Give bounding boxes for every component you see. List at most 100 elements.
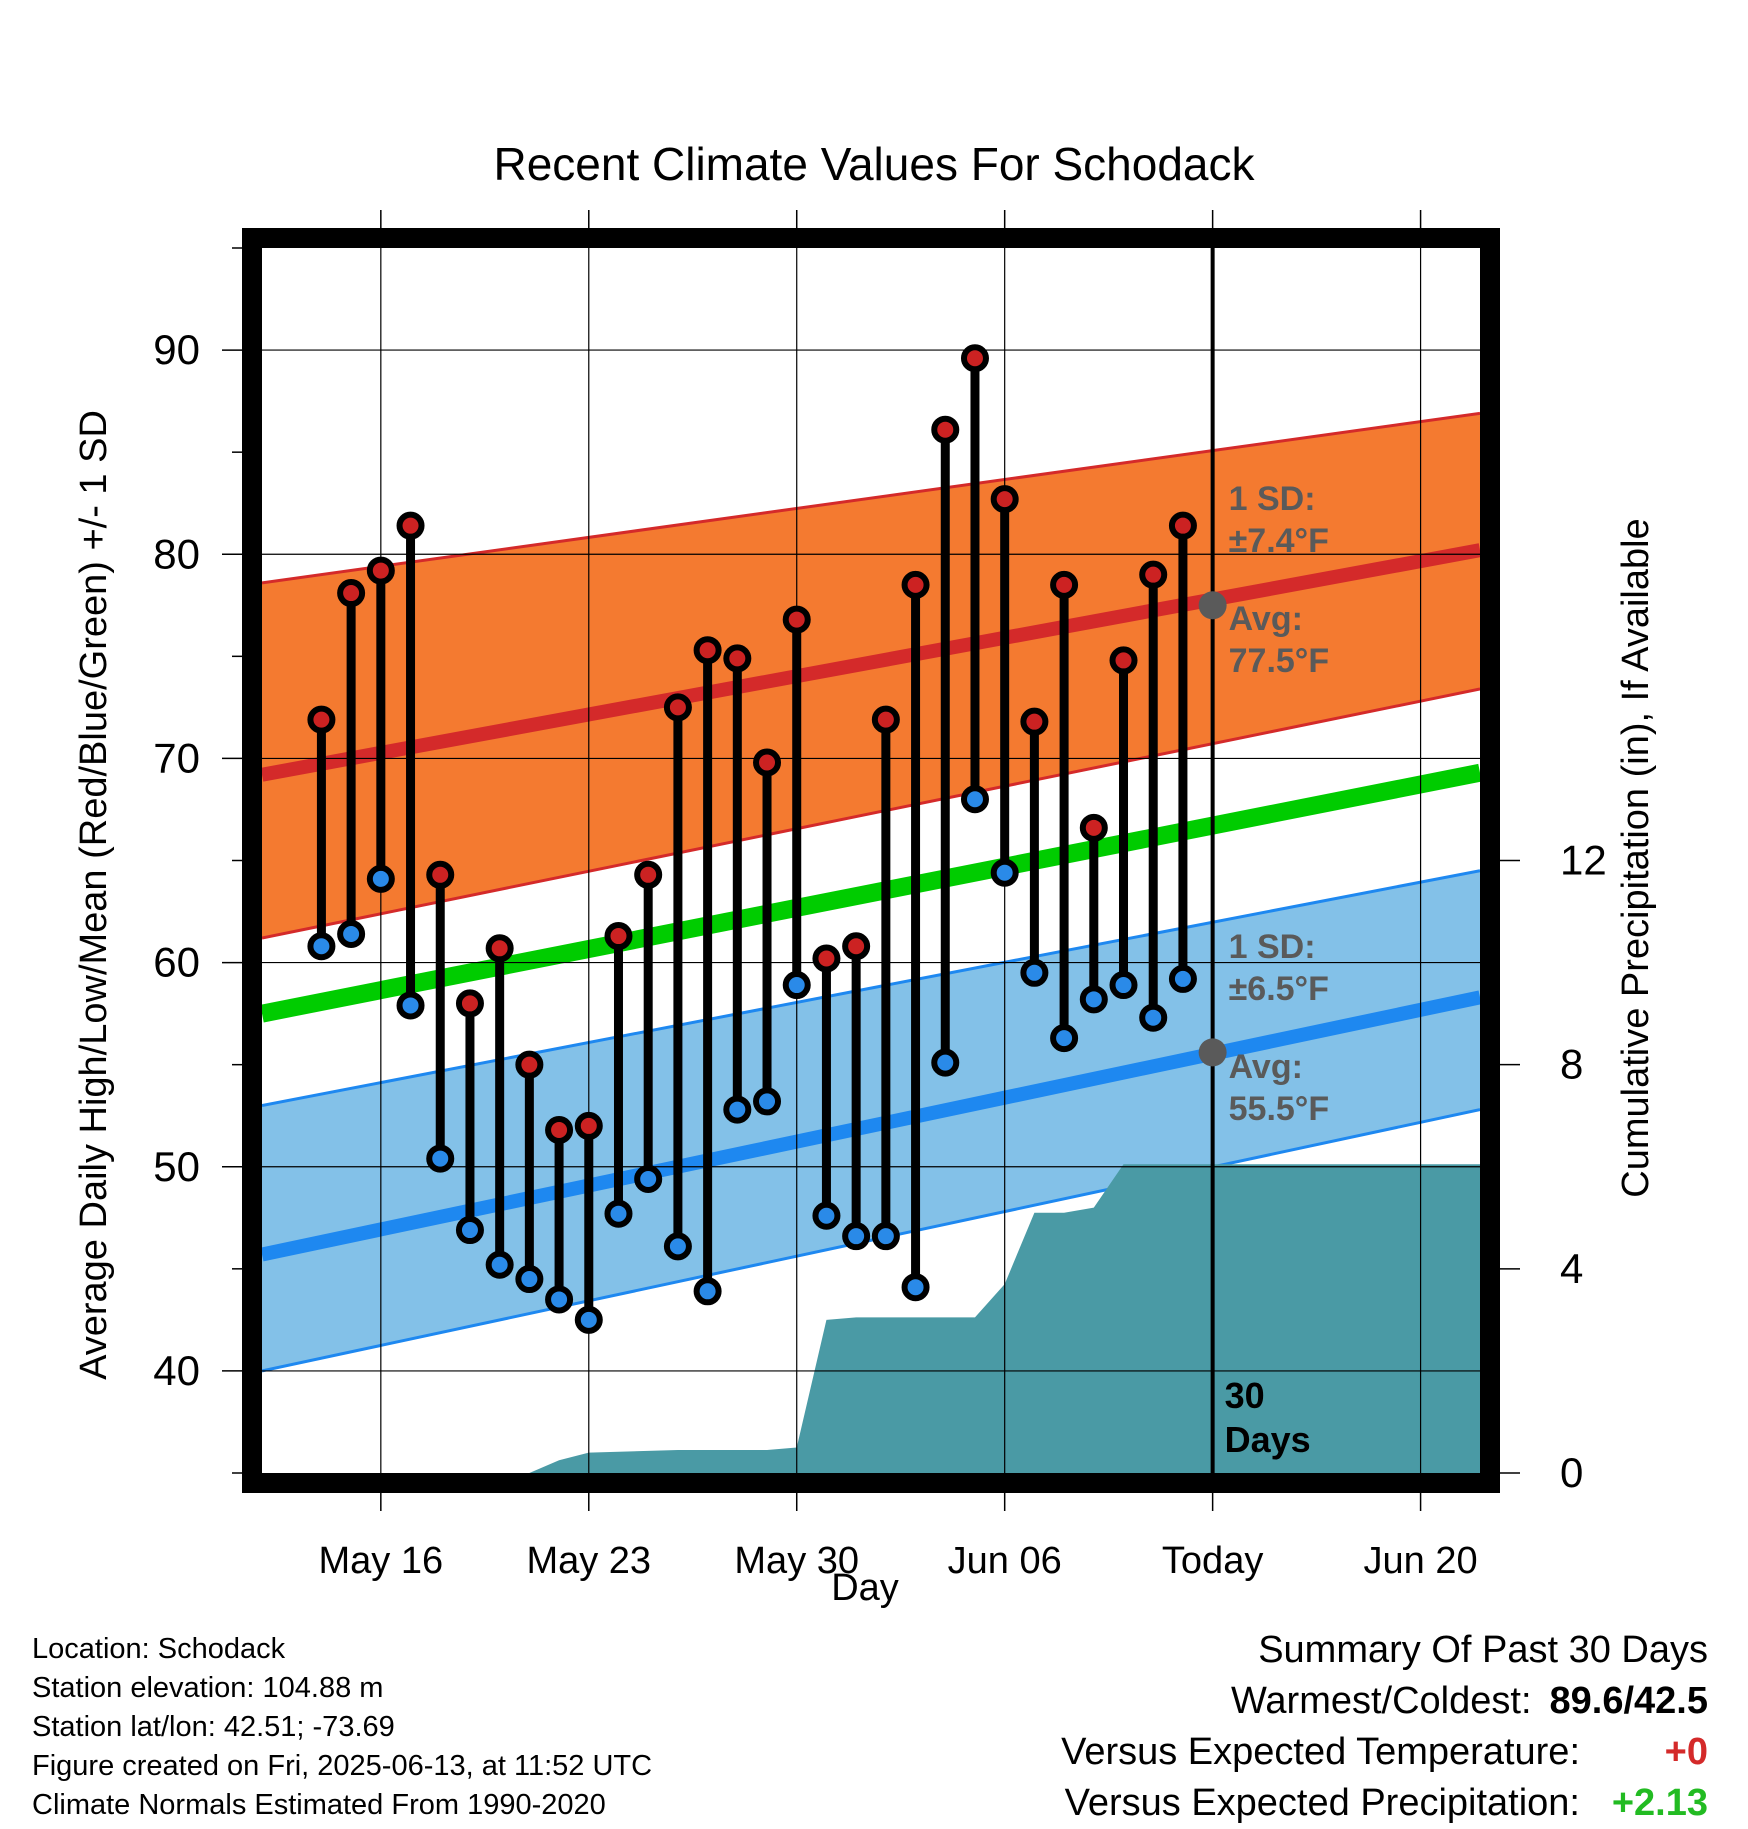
low-temp-point — [842, 1222, 871, 1251]
low-temp-point — [396, 991, 425, 1020]
y-tick-label: 60 — [153, 939, 200, 986]
high-avg-today-dot — [1198, 591, 1227, 620]
y-tick-label: 90 — [153, 326, 200, 373]
high-temp-point — [545, 1116, 574, 1144]
high-temp-point — [574, 1111, 603, 1140]
summary-panel: Summary Of Past 30 Days Warmest/Coldest:… — [1061, 1625, 1708, 1829]
plot-inner: 1 SD: ±7.4°F Avg: 77.5°F 1 SD: ±6.5°F Avg: 55.5… — [262, 248, 1480, 1473]
warmest-coldest-value: 89.6/42.5 — [1549, 1680, 1708, 1722]
low-temp-point — [574, 1305, 603, 1334]
high-sd-band — [262, 413, 1480, 939]
low-sd-band-upper-edge — [262, 869, 1480, 1107]
low-temp-point — [1168, 964, 1197, 993]
x-tick-label: May 30 — [734, 1540, 859, 1582]
low-temp-point — [1109, 971, 1138, 1000]
high-average-line — [262, 543, 1480, 782]
y-tick-label: 80 — [153, 530, 200, 577]
y2-tick-label: 8 — [1560, 1041, 1583, 1088]
x-tick-label: May 16 — [319, 1540, 444, 1582]
y2-tick-label: 0 — [1560, 1449, 1583, 1496]
low-temp-point — [634, 1165, 663, 1193]
low-temp-point — [990, 858, 1019, 887]
high-temp-point — [990, 485, 1019, 514]
y2-tick-label: 4 — [1560, 1245, 1583, 1292]
low-temp-point — [1020, 958, 1049, 987]
high-temp-point — [1109, 646, 1138, 675]
high-temp-point — [1020, 707, 1049, 736]
low-temp-point — [426, 1144, 455, 1173]
high-temp-point — [960, 344, 989, 373]
precip-vs-expected-value: +2.13 — [1611, 1782, 1708, 1824]
precip-vs-expected-label: Versus Expected Precipitation: — [1064, 1782, 1580, 1824]
high-temp-point — [1168, 511, 1197, 540]
high-temp-point — [842, 932, 871, 961]
high-temp-point — [396, 511, 425, 540]
mean-line — [262, 763, 1480, 1023]
y-tick-label: 40 — [153, 1347, 200, 1394]
low-temp-point — [901, 1273, 930, 1302]
low-temp-point — [663, 1232, 692, 1261]
summary-title: Summary Of Past 30 Days — [1258, 1629, 1708, 1671]
low-temp-point — [693, 1277, 722, 1306]
warmest-coldest-label: Warmest/Coldest: — [1230, 1680, 1532, 1722]
climate-chart: Recent Climate Values For Schodack 1 SD:… — [73, 138, 1657, 1609]
low-temp-point — [1050, 1024, 1079, 1053]
high-avg-value: 77.5°F — [1229, 642, 1330, 680]
high-temp-point — [1079, 813, 1108, 842]
x-tick-label: Jun 20 — [1364, 1540, 1478, 1582]
temp-vs-expected-row: Versus Expected Temperature: +0 — [1061, 1727, 1708, 1778]
high-temp-point — [901, 570, 930, 599]
high-avg-label: Avg: — [1229, 600, 1303, 638]
high-temp-point — [693, 636, 722, 665]
plot-area: 1 SD: ±7.4°F Avg: 77.5°F 1 SD: ±6.5°F Avg: 55.5… — [153, 210, 1607, 1582]
x-axis-label: Day — [831, 1567, 899, 1609]
high-temp-point — [782, 605, 811, 634]
high-temp-point — [663, 693, 692, 722]
low-average-line — [262, 990, 1480, 1262]
low-sd-value: ±6.5°F — [1229, 970, 1329, 1008]
low-sd-band-lower-edge — [262, 1108, 1480, 1373]
low-temp-point — [931, 1048, 960, 1077]
low-temp-point — [1079, 985, 1108, 1014]
low-temp-point — [455, 1216, 484, 1245]
low-temp-point — [366, 864, 395, 893]
x-tick-label: May 23 — [526, 1540, 651, 1582]
precip-vs-expected-row: Versus Expected Precipitation: +2.13 — [1061, 1778, 1708, 1829]
high-temp-point — [426, 860, 455, 889]
location-text: Location: Schodack — [32, 1633, 286, 1665]
low-temp-point — [960, 785, 989, 814]
low-avg-label: Avg: — [1229, 1048, 1303, 1086]
low-temp-point — [723, 1095, 752, 1124]
high-temp-point — [723, 644, 752, 673]
high-temp-point — [366, 556, 395, 585]
low-temp-point — [753, 1087, 782, 1116]
y-tick-label: 70 — [153, 734, 200, 781]
high-temp-point — [337, 579, 366, 608]
low-sd-label: 1 SD: — [1229, 928, 1316, 966]
high-sd-band-lower-edge — [262, 687, 1480, 940]
today-count-label: 30 — [1225, 1375, 1265, 1416]
plot-frame — [242, 228, 1500, 1493]
high-sd-value: ±7.4°F — [1229, 522, 1329, 560]
low-temp-point — [871, 1222, 900, 1251]
latlon-text: Station lat/lon: 42.51; -73.69 — [32, 1711, 395, 1743]
low-temp-point — [782, 971, 811, 1000]
high-temp-point — [871, 705, 900, 734]
precip-area — [262, 1164, 1480, 1473]
low-temp-point — [545, 1285, 574, 1314]
high-temp-point — [753, 748, 782, 777]
high-temp-point — [307, 705, 336, 734]
low-avg-today-dot — [1198, 1038, 1227, 1067]
y-axis-label: Average Daily High/Low/Mean (Red/Blue/Gr… — [73, 410, 115, 1380]
low-temp-point — [812, 1201, 841, 1230]
chart-title: Recent Climate Values For Schodack — [493, 138, 1255, 190]
high-temp-point — [931, 415, 960, 444]
low-avg-value: 55.5°F — [1229, 1090, 1330, 1128]
high-temp-point — [634, 860, 663, 889]
low-temp-point — [604, 1199, 633, 1228]
high-temp-point — [1050, 570, 1079, 599]
high-temp-point — [1139, 560, 1168, 589]
high-sd-label: 1 SD: — [1229, 480, 1316, 518]
high-temp-point — [515, 1050, 544, 1079]
x-tick-label: Jun 06 — [948, 1540, 1062, 1582]
